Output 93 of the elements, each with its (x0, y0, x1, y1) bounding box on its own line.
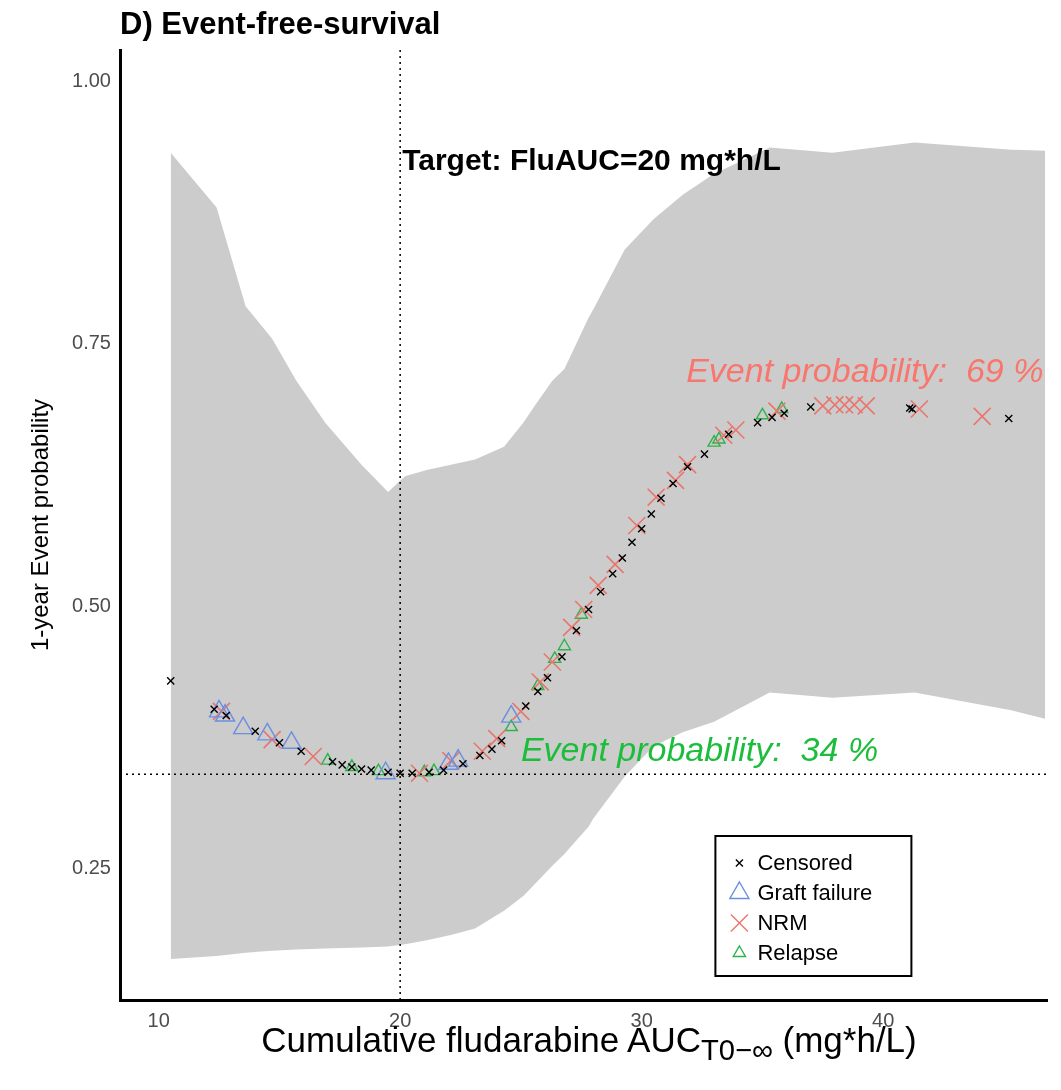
point (714, 425, 734, 445)
point (637, 524, 646, 533)
point (533, 687, 543, 696)
point (844, 395, 864, 415)
point (666, 471, 685, 490)
point (511, 702, 531, 721)
point (605, 555, 625, 574)
point (547, 651, 562, 664)
point (320, 752, 335, 765)
point (574, 607, 589, 619)
point (475, 751, 485, 760)
ref-line-label: Event probability: 34 % (520, 729, 879, 768)
ref-line-label: Target: FluAUC=20 mg*h/L (402, 143, 781, 177)
point (647, 509, 656, 519)
point (700, 449, 709, 459)
point (905, 403, 914, 413)
point (767, 401, 787, 421)
point (543, 652, 562, 672)
x-tick-label: 10 (147, 1008, 170, 1031)
point (712, 431, 726, 444)
legend-label: Censored (757, 850, 853, 876)
point (678, 455, 697, 474)
point (328, 757, 337, 766)
point (487, 744, 497, 754)
point (806, 402, 815, 412)
y-tick-label: 0.50 (72, 593, 111, 616)
point (627, 516, 647, 535)
point (656, 494, 666, 503)
point (472, 741, 492, 761)
point (588, 576, 608, 595)
legend-label: Graft failure (757, 880, 873, 906)
point (497, 736, 506, 745)
point (366, 765, 376, 775)
point (357, 764, 366, 774)
point (439, 765, 448, 775)
point (910, 399, 929, 419)
point (813, 396, 833, 416)
point (825, 395, 845, 415)
point (1004, 414, 1013, 423)
chart-title: D) Event-free-survival (120, 6, 441, 42)
point (275, 738, 284, 748)
point (395, 769, 405, 778)
point (410, 763, 429, 783)
point (303, 747, 323, 766)
y-tick-label: 0.25 (72, 856, 111, 879)
point (296, 746, 306, 756)
point (584, 605, 593, 614)
point (166, 676, 175, 686)
point (627, 538, 637, 547)
point (907, 404, 917, 414)
point (618, 553, 627, 563)
point (856, 396, 876, 416)
point (683, 462, 692, 471)
point (755, 407, 770, 420)
point (668, 479, 678, 488)
point (753, 418, 762, 427)
point (707, 434, 721, 447)
point (557, 638, 572, 651)
point (724, 429, 733, 439)
point (557, 652, 567, 661)
point (427, 763, 441, 776)
point (531, 678, 545, 691)
point (543, 673, 552, 682)
point (572, 626, 581, 635)
legend-label: Relapse (757, 940, 839, 966)
point (251, 727, 260, 736)
point (972, 407, 992, 426)
point (835, 395, 854, 415)
point (337, 760, 347, 770)
point (646, 487, 666, 507)
annotation: Event probability: 69 % (686, 351, 1044, 390)
point (574, 600, 593, 619)
point (281, 731, 302, 750)
point (530, 672, 550, 692)
point (726, 420, 746, 440)
point (521, 701, 530, 711)
point (596, 587, 605, 596)
point (504, 719, 519, 732)
point (779, 408, 789, 418)
point (774, 401, 789, 414)
point (212, 702, 231, 721)
point (458, 759, 468, 769)
legend-label: NRM (757, 910, 808, 936)
point (608, 569, 617, 579)
point (767, 413, 777, 422)
point (262, 730, 282, 749)
y-tick-label: 0.75 (72, 331, 111, 354)
point (562, 618, 581, 637)
point (487, 729, 507, 748)
y-axis-title: 1-year Event probability (26, 398, 54, 652)
point (417, 764, 432, 777)
point (407, 769, 417, 778)
y-tick-label: 1.00 (72, 69, 111, 92)
